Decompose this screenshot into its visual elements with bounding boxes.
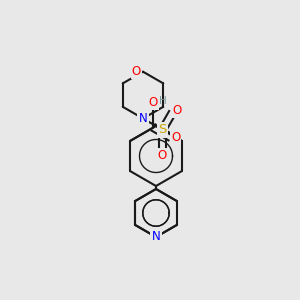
Text: S: S: [158, 123, 167, 136]
Text: O: O: [132, 65, 141, 78]
Text: N: N: [139, 112, 147, 125]
Text: O: O: [171, 131, 180, 144]
Text: N: N: [152, 230, 160, 244]
Text: O: O: [172, 104, 182, 117]
Text: O: O: [149, 96, 158, 109]
Text: O: O: [158, 149, 167, 162]
Text: H: H: [159, 96, 167, 106]
Text: N: N: [139, 112, 147, 125]
